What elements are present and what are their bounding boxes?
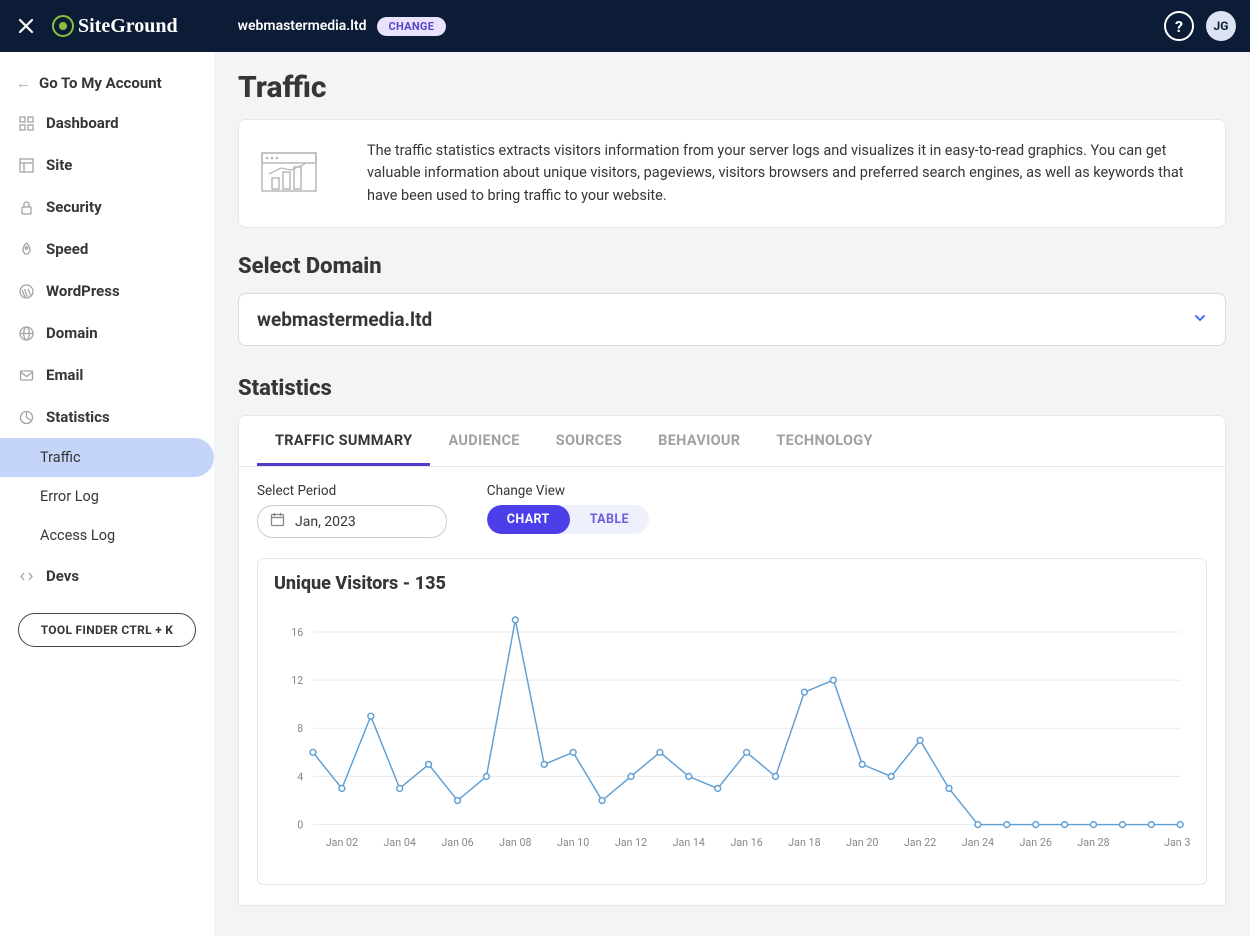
stats-tabs: TRAFFIC SUMMARYAUDIENCESOURCESBEHAVIOURT… xyxy=(239,416,1225,467)
svg-text:Jan 20: Jan 20 xyxy=(846,836,878,849)
wordpress-icon xyxy=(16,284,36,299)
period-label: Select Period xyxy=(257,483,447,499)
mail-icon xyxy=(16,368,36,383)
statistics-heading: Statistics xyxy=(238,376,1226,401)
grid-icon xyxy=(16,116,36,131)
statistics-card: TRAFFIC SUMMARYAUDIENCESOURCESBEHAVIOURT… xyxy=(238,415,1226,906)
sidebar-subitem-error-log[interactable]: Error Log xyxy=(0,477,214,516)
sidebar-item-label: Security xyxy=(46,198,102,216)
close-icon[interactable] xyxy=(14,14,38,38)
user-avatar[interactable]: JG xyxy=(1206,11,1236,41)
info-description: The traffic statistics extracts visitors… xyxy=(367,140,1203,207)
app-header: SiteGround webmastermedia.ltd CHANGE ? J… xyxy=(0,0,1250,52)
back-to-account-link[interactable]: ← Go To My Account xyxy=(0,64,214,102)
sidebar-item-label: Site xyxy=(46,156,72,174)
domain-select[interactable]: webmastermedia.ltd xyxy=(238,293,1226,346)
chart-title: Unique Visitors - 135 xyxy=(274,573,1190,594)
period-picker[interactable]: Jan, 2023 xyxy=(257,505,447,538)
sidebar-item-security[interactable]: Security xyxy=(0,186,214,228)
svg-text:4: 4 xyxy=(297,771,303,784)
svg-text:16: 16 xyxy=(291,626,303,639)
svg-text:Jan 14: Jan 14 xyxy=(673,836,705,849)
chevron-down-icon xyxy=(1193,310,1207,329)
tab-audience[interactable]: AUDIENCE xyxy=(430,416,537,466)
svg-text:Jan 24: Jan 24 xyxy=(962,836,994,849)
svg-text:Jan 26: Jan 26 xyxy=(1020,836,1052,849)
select-domain-heading: Select Domain xyxy=(238,254,1226,279)
period-value: Jan, 2023 xyxy=(295,514,356,530)
svg-text:Jan 18: Jan 18 xyxy=(788,836,820,849)
sidebar-item-label: Statistics xyxy=(46,408,110,426)
view-label: Change View xyxy=(487,483,649,499)
svg-text:12: 12 xyxy=(291,674,303,687)
svg-text:0: 0 xyxy=(297,819,303,832)
visitors-chart: Unique Visitors - 135 0 4 8 12 16 Jan 02 Jan 0… xyxy=(257,558,1207,885)
brand-name: SiteGround xyxy=(78,15,178,38)
tab-sources[interactable]: SOURCES xyxy=(538,416,640,466)
view-option-table[interactable]: TABLE xyxy=(570,505,649,534)
sidebar-item-label: Dashboard xyxy=(46,114,119,132)
svg-text:Jan 08: Jan 08 xyxy=(499,836,531,849)
svg-text:Jan 22: Jan 22 xyxy=(904,836,936,849)
view-toggle: CHARTTABLE xyxy=(487,505,649,534)
pie-icon xyxy=(16,410,36,425)
svg-text:Jan 04: Jan 04 xyxy=(384,836,416,849)
svg-text:Jan 12: Jan 12 xyxy=(615,836,647,849)
tab-behaviour[interactable]: BEHAVIOUR xyxy=(640,416,758,466)
lock-icon xyxy=(16,200,36,215)
svg-text:Jan 06: Jan 06 xyxy=(441,836,473,849)
sidebar-item-domain[interactable]: Domain xyxy=(0,312,214,354)
sidebar-item-statistics[interactable]: Statistics xyxy=(0,396,214,438)
line-chart-svg: 0 4 8 12 16 Jan 02 Jan 04 Jan 06 Jan 08 Jan 10 Jan… xyxy=(274,602,1190,862)
sidebar-item-label: Speed xyxy=(46,240,88,258)
selected-domain-value: webmastermedia.ltd xyxy=(257,308,432,331)
tab-technology[interactable]: TECHNOLOGY xyxy=(758,416,890,466)
sidebar-item-site[interactable]: Site xyxy=(0,144,214,186)
tool-finder-button[interactable]: TOOL FINDER CTRL + K xyxy=(18,613,196,647)
current-domain: webmastermedia.ltd xyxy=(238,18,367,34)
help-icon[interactable]: ? xyxy=(1164,11,1194,41)
sidebar-item-email[interactable]: Email xyxy=(0,354,214,396)
brand-mark-icon xyxy=(52,15,74,37)
info-card: The traffic statistics extracts visitors… xyxy=(238,119,1226,228)
svg-text:8: 8 xyxy=(297,723,303,736)
sidebar-item-label: Domain xyxy=(46,324,98,342)
code-icon xyxy=(16,569,36,584)
tab-summary[interactable]: TRAFFIC SUMMARY xyxy=(257,416,430,466)
sidebar-subitem-traffic[interactable]: Traffic xyxy=(0,438,214,477)
layout-icon xyxy=(16,158,36,173)
svg-text:Jan 16: Jan 16 xyxy=(730,836,762,849)
page-title: Traffic xyxy=(238,70,1226,105)
arrow-left-icon: ← xyxy=(16,74,31,92)
sidebar-item-devs[interactable]: Devs xyxy=(0,555,214,597)
sidebar-item-wordpress[interactable]: WordPress xyxy=(0,270,214,312)
back-label: Go To My Account xyxy=(39,74,162,92)
view-option-chart[interactable]: CHART xyxy=(487,505,570,534)
sidebar-item-label: WordPress xyxy=(46,282,120,300)
calendar-icon xyxy=(270,512,285,531)
sidebar-item-dashboard[interactable]: Dashboard xyxy=(0,102,214,144)
main-content: Traffic The traffic statistics extracts … xyxy=(214,52,1250,936)
change-domain-button[interactable]: CHANGE xyxy=(377,17,447,36)
brand-logo[interactable]: SiteGround xyxy=(52,15,178,38)
svg-text:Jan 28: Jan 28 xyxy=(1077,836,1109,849)
sidebar-item-speed[interactable]: Speed xyxy=(0,228,214,270)
svg-text:Jan 02: Jan 02 xyxy=(326,836,358,849)
svg-text:Jan 10: Jan 10 xyxy=(557,836,589,849)
globe-icon xyxy=(16,326,36,341)
traffic-chart-icon xyxy=(261,152,317,196)
sidebar-item-label: Devs xyxy=(46,567,79,585)
svg-text:Jan 31: Jan 31 xyxy=(1164,836,1190,849)
sidebar-subitem-access-log[interactable]: Access Log xyxy=(0,516,214,555)
sidebar: ← Go To My Account Dashboard Site Security… xyxy=(0,52,214,936)
sidebar-item-label: Email xyxy=(46,366,83,384)
rocket-icon xyxy=(16,242,36,257)
